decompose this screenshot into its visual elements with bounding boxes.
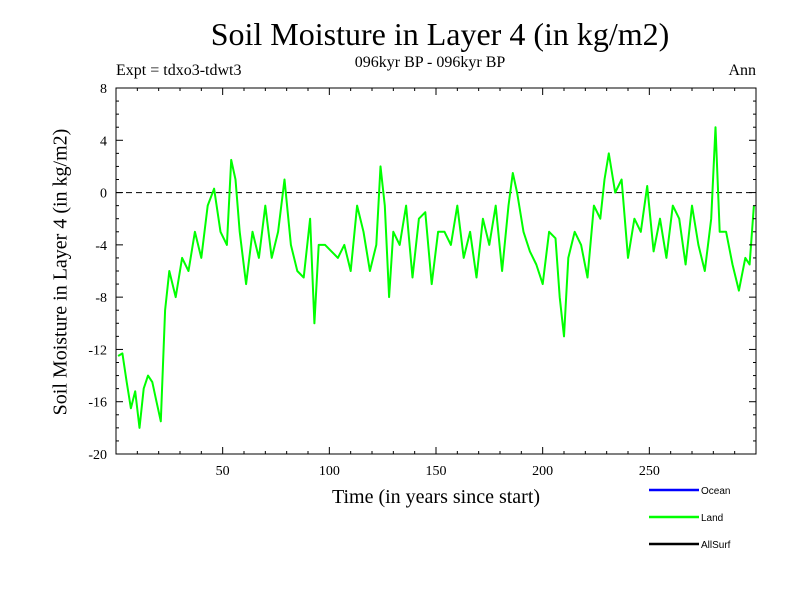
x-tick-label: 250 bbox=[639, 464, 660, 479]
x-tick-label: 150 bbox=[426, 464, 447, 479]
x-tick-label: 100 bbox=[319, 464, 340, 479]
y-tick-label: 8 bbox=[100, 82, 107, 97]
y-tick-label: -16 bbox=[88, 396, 107, 411]
plot-frame bbox=[115, 87, 757, 455]
y-tick-label: -20 bbox=[88, 448, 107, 463]
y-tick-label: 4 bbox=[100, 134, 107, 149]
y-tick-label: 0 bbox=[100, 187, 107, 202]
legend-label-ocean: Ocean bbox=[701, 486, 730, 497]
x-tick-label: 200 bbox=[532, 464, 553, 479]
chart-title: Soil Moisture in Layer 4 (in kg/m2) bbox=[210, 16, 670, 52]
legend-label-allsurf: AllSurf bbox=[701, 540, 731, 551]
y-tick-label: -4 bbox=[95, 239, 107, 254]
y-tick-label: -12 bbox=[88, 343, 107, 358]
x-axis-label: Time (in years since start) bbox=[331, 486, 541, 508]
period-label: Ann bbox=[728, 62, 756, 79]
series-line-land bbox=[117, 126, 755, 429]
y-tick-label: -8 bbox=[95, 291, 107, 306]
experiment-label: Expt = tdxo3-tdwt3 bbox=[116, 62, 242, 79]
chart-subtitle: 096kyr BP - 096kyr BP bbox=[354, 54, 506, 71]
x-tick-label: 50 bbox=[216, 464, 230, 479]
legend-label-land: Land bbox=[701, 513, 723, 524]
